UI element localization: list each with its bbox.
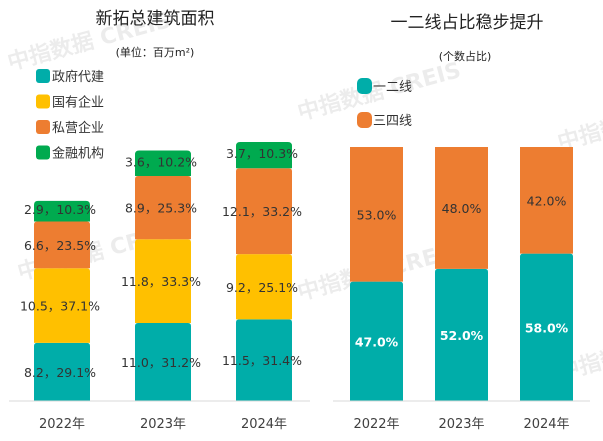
bar-segment	[236, 168, 292, 255]
bar-segment	[34, 200, 90, 222]
data-label: 3.7，10.3%	[226, 146, 298, 161]
data-label: 52.0%	[440, 328, 484, 343]
bar-segment	[135, 176, 191, 240]
x-tick-label: 2022年	[353, 417, 399, 432]
data-label: 8.2，29.1%	[24, 365, 96, 380]
data-label: 11.0，31.2%	[121, 355, 201, 370]
left-chart-subtitle: (单位：百万m²)	[116, 45, 195, 59]
right-chart-subtitle: (个数占比)	[439, 49, 492, 63]
bar-segment	[34, 268, 90, 343]
right-bars	[350, 147, 573, 401]
right-x-ticks: 2022年 2023年 2024年	[353, 417, 569, 432]
bar-segment	[435, 147, 488, 269]
x-tick-label: 2024年	[241, 417, 287, 432]
data-label: 12.1，33.2%	[222, 204, 302, 219]
watermark-text: 中指数据 CREIS	[555, 87, 603, 156]
bar-segment	[135, 150, 191, 177]
legend-marker	[357, 112, 372, 128]
left-chart-title: 新拓总建筑面积	[96, 9, 215, 29]
bar-segment	[236, 319, 292, 401]
data-label: 2.9，10.3%	[24, 202, 96, 217]
data-label: 11.8，33.3%	[121, 274, 201, 289]
data-label: 10.5，37.1%	[20, 299, 100, 314]
legend-marker	[36, 69, 50, 83]
x-tick-label: 2024年	[523, 417, 569, 432]
bar-segment	[135, 322, 191, 401]
bar-segment	[236, 142, 292, 169]
legend-marker	[36, 120, 50, 134]
bar-segment	[520, 253, 573, 401]
legend-label: 私营企业	[52, 120, 104, 136]
data-label: 3.6，10.2%	[125, 154, 197, 169]
bar-segment	[135, 239, 191, 323]
data-label: 53.0%	[357, 207, 397, 222]
data-label: 11.5，31.4%	[222, 353, 302, 368]
data-label: 8.9，25.3%	[125, 201, 197, 216]
data-label: 47.0%	[355, 334, 399, 349]
bar-segment	[520, 147, 573, 254]
left-bars	[34, 142, 292, 401]
bar-segment	[435, 268, 488, 401]
left-data-labels: 8.2，29.1% 10.5，37.1% 6.6，23.5% 2.9，10.3% 11.…	[20, 146, 302, 380]
data-label: 58.0%	[525, 320, 569, 335]
legend-label: 政府代建	[52, 70, 104, 85]
bar-segment	[350, 147, 403, 282]
left-x-ticks: 2022年 2023年 2024年	[39, 417, 287, 432]
legend-label: 三四线	[373, 114, 412, 129]
legend-marker	[36, 94, 50, 109]
legend-label: 国有企业	[52, 95, 104, 111]
x-tick-label: 2023年	[438, 417, 484, 432]
legend-label: 一二线	[373, 80, 412, 95]
data-label: 48.0%	[442, 201, 482, 216]
legend-marker	[36, 145, 50, 160]
legend-marker	[357, 78, 372, 94]
bar-segment	[34, 221, 90, 269]
bar-segment	[236, 254, 292, 320]
bar-segment	[34, 342, 90, 401]
right-data-labels: 47.0% 53.0% 52.0% 48.0% 58.0% 42.0%	[355, 193, 569, 349]
data-label: 42.0%	[527, 193, 567, 208]
data-label: 9.2，25.1%	[226, 280, 298, 295]
x-tick-label: 2023年	[140, 417, 186, 432]
data-label: 6.6，23.5%	[24, 238, 96, 253]
legend-label: 金融机构	[52, 146, 104, 162]
right-chart-title: 一二线占比稳步提升	[391, 13, 544, 33]
x-tick-label: 2022年	[39, 417, 85, 432]
bar-segment	[350, 281, 403, 401]
